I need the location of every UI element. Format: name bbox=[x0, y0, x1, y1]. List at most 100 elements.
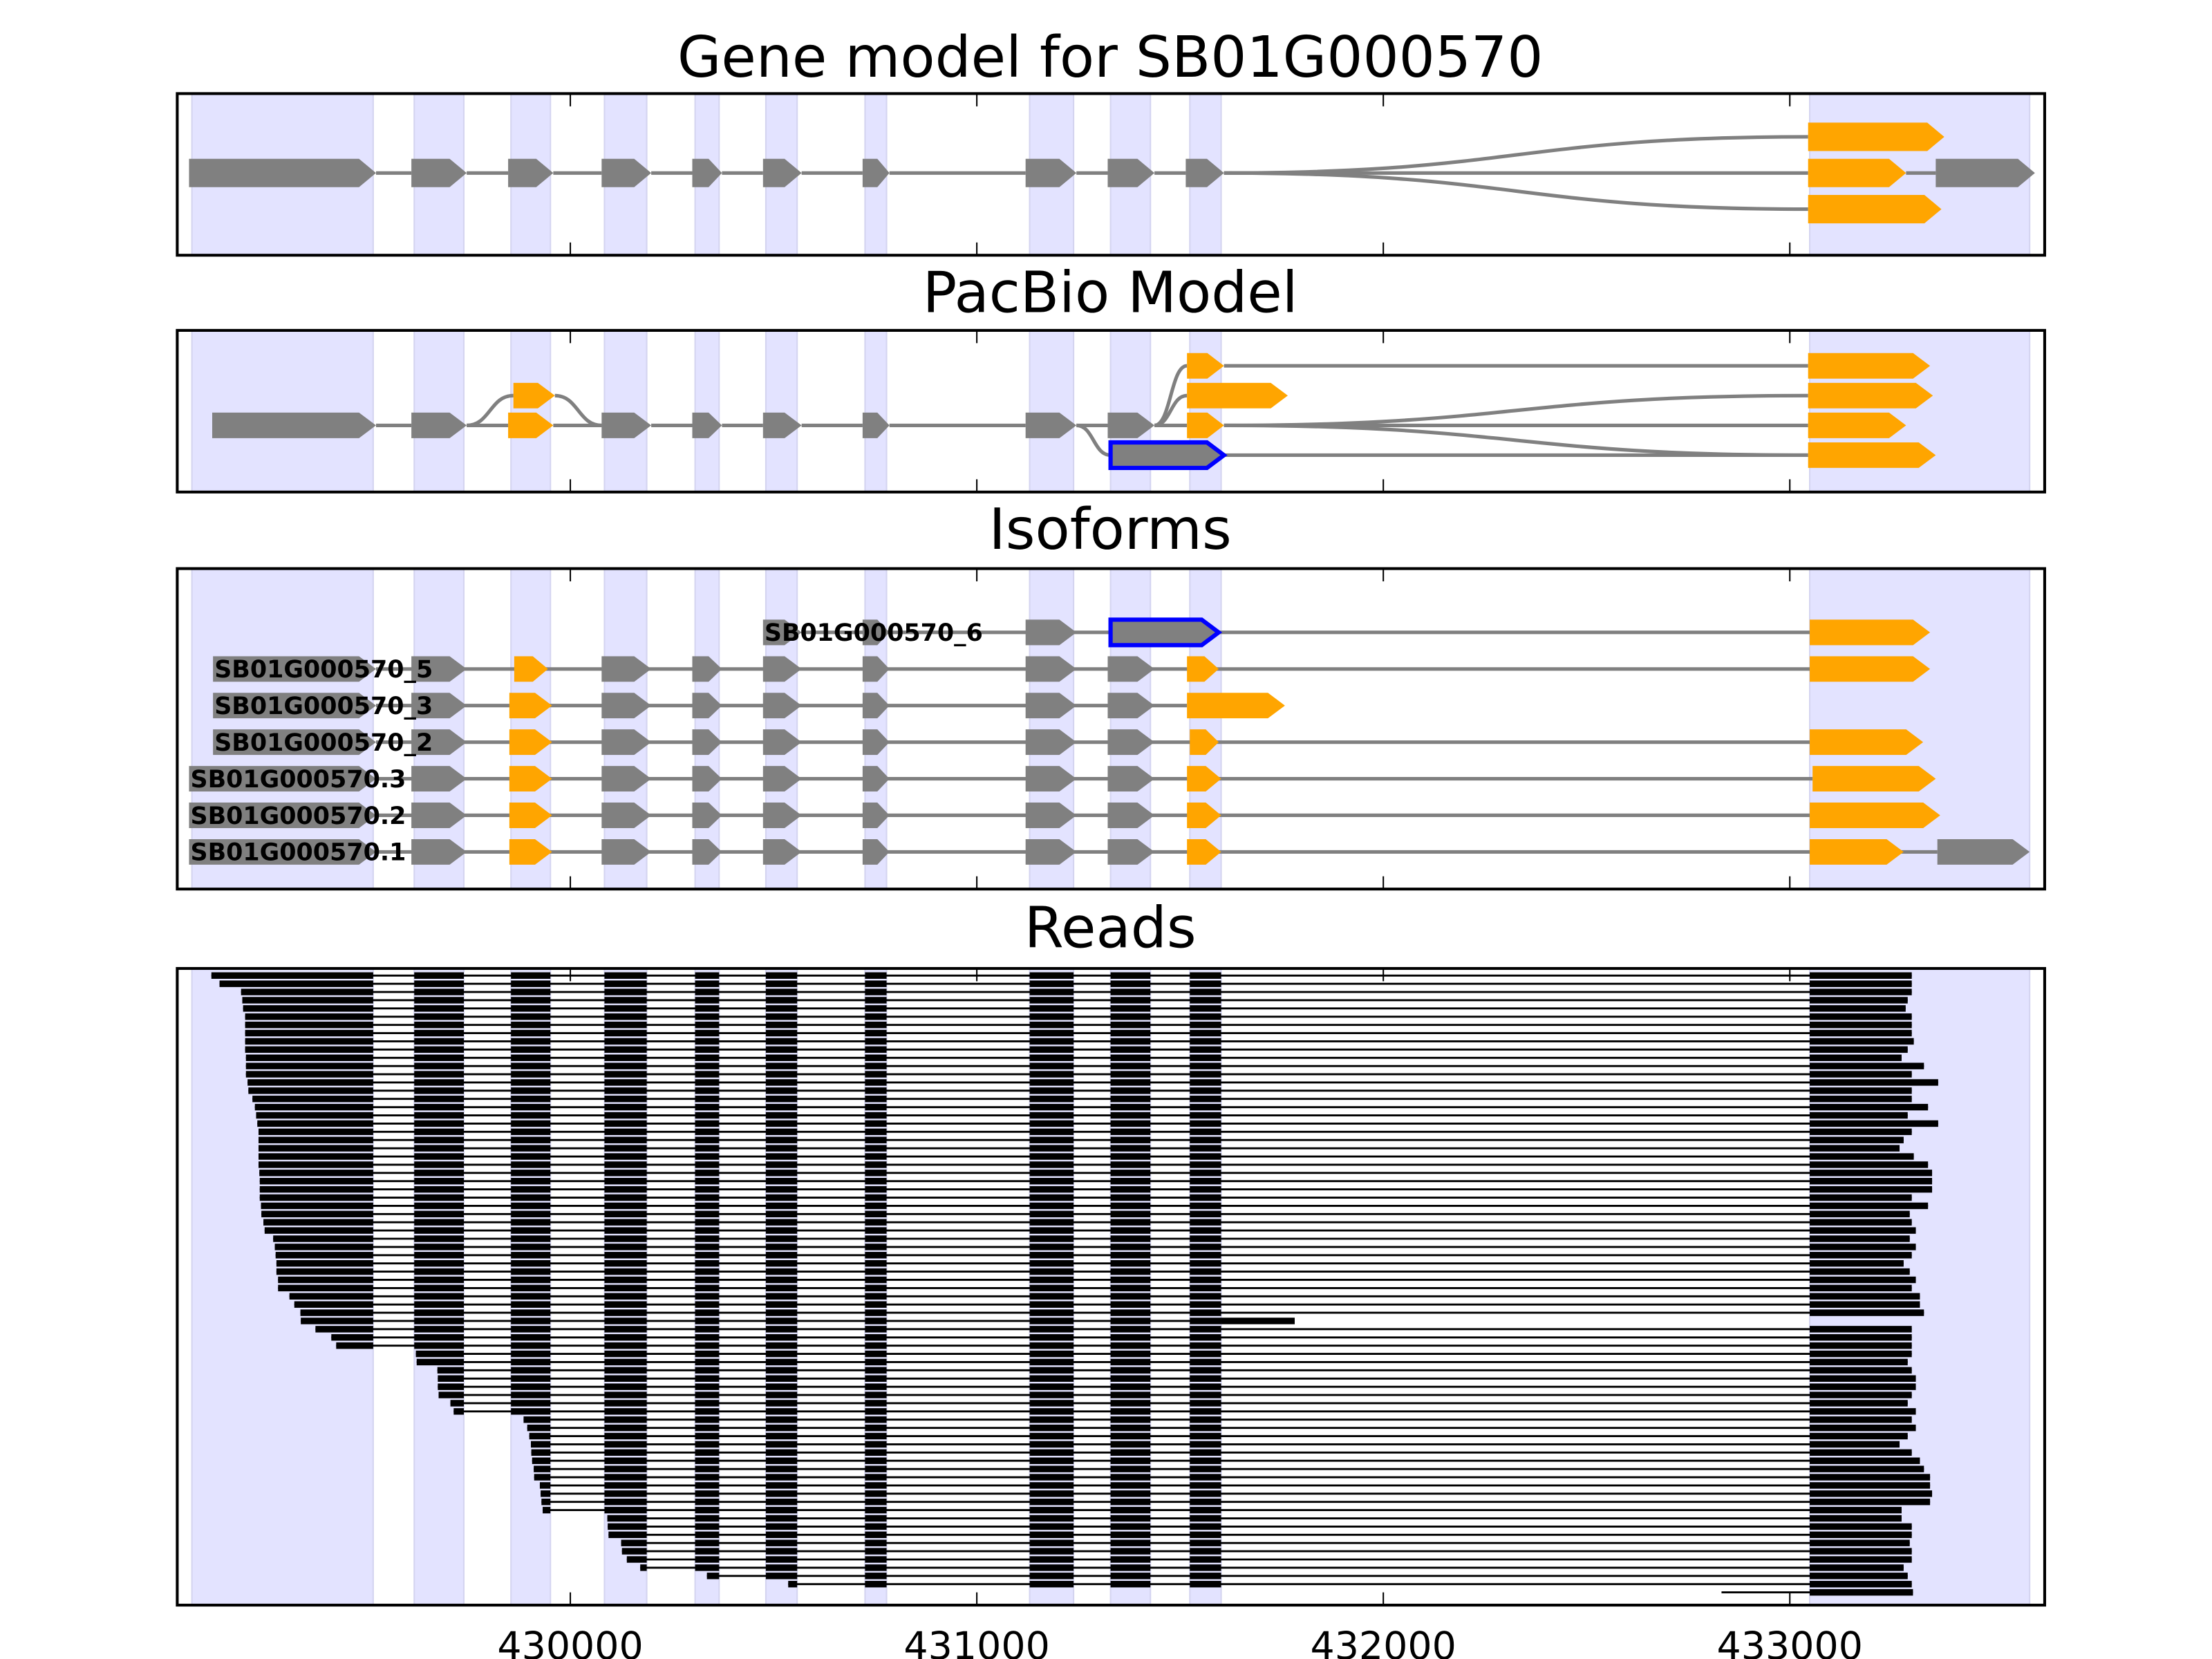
read-block bbox=[865, 1029, 887, 1037]
exon bbox=[411, 158, 467, 187]
read-block bbox=[765, 1400, 798, 1407]
read-block bbox=[511, 1054, 551, 1061]
read-block bbox=[1810, 1342, 1912, 1349]
read-block bbox=[1110, 1449, 1151, 1456]
read-block bbox=[695, 1170, 720, 1177]
read-block bbox=[1029, 1210, 1074, 1218]
read-block bbox=[865, 1046, 887, 1053]
read-block bbox=[765, 1244, 798, 1250]
read-block bbox=[1110, 1318, 1151, 1324]
read-block bbox=[765, 1259, 798, 1267]
read-block bbox=[1190, 1038, 1221, 1045]
intron-connector bbox=[1224, 135, 1808, 175]
read-block bbox=[695, 1161, 720, 1168]
read-block bbox=[1810, 1046, 1908, 1053]
read-block bbox=[1810, 1153, 1914, 1160]
read-block bbox=[865, 1416, 887, 1423]
read-block bbox=[414, 1029, 464, 1037]
read-block bbox=[1810, 1038, 1914, 1045]
read-block bbox=[604, 1244, 647, 1250]
read-block bbox=[865, 1276, 887, 1284]
read-block bbox=[604, 1120, 647, 1127]
read-block bbox=[1029, 1580, 1074, 1588]
read-block bbox=[1110, 1268, 1151, 1275]
read-block bbox=[1110, 1391, 1151, 1398]
read-block bbox=[1110, 1194, 1151, 1201]
read-block bbox=[1810, 1506, 1902, 1514]
read-block bbox=[604, 1506, 647, 1514]
read bbox=[416, 1358, 1908, 1366]
read-block bbox=[765, 1293, 798, 1300]
read-block bbox=[1029, 1293, 1074, 1300]
exon bbox=[862, 729, 890, 756]
read bbox=[289, 1293, 1920, 1300]
read-block bbox=[1810, 1268, 1910, 1275]
read-block bbox=[604, 1178, 647, 1185]
read-block bbox=[1029, 1103, 1074, 1111]
alt-exon bbox=[1187, 412, 1224, 438]
read-block bbox=[259, 1185, 373, 1193]
read-block bbox=[695, 1136, 720, 1143]
read-block bbox=[1029, 1301, 1074, 1308]
read bbox=[415, 1350, 1912, 1358]
read-block bbox=[604, 1342, 647, 1349]
read-block bbox=[245, 1013, 373, 1020]
read-block bbox=[865, 1185, 887, 1193]
read-block bbox=[865, 1556, 887, 1563]
read-block bbox=[604, 1432, 647, 1440]
read-block bbox=[511, 1268, 551, 1275]
read-block bbox=[511, 1046, 551, 1053]
read-block bbox=[1810, 1112, 1908, 1119]
read-block bbox=[414, 1293, 464, 1300]
read bbox=[278, 1284, 1912, 1292]
read-block bbox=[1190, 1062, 1221, 1069]
read-block bbox=[706, 1573, 720, 1580]
read bbox=[626, 1556, 1912, 1563]
read-block bbox=[765, 1210, 798, 1218]
read-block bbox=[1810, 1573, 1908, 1580]
read-block bbox=[765, 1416, 798, 1423]
read-block bbox=[1029, 1087, 1074, 1094]
read-block bbox=[1110, 1457, 1151, 1464]
read-block bbox=[414, 1005, 464, 1012]
exon bbox=[762, 838, 802, 865]
read-block bbox=[865, 1153, 887, 1160]
read bbox=[541, 1490, 1933, 1497]
read-block bbox=[604, 980, 647, 987]
read-block bbox=[695, 1334, 720, 1341]
read bbox=[534, 1474, 1931, 1481]
read-block bbox=[1110, 1416, 1151, 1423]
read-block bbox=[604, 1383, 647, 1390]
read-block bbox=[414, 1021, 464, 1029]
isoform-row: SB01G000570_5 bbox=[213, 656, 1931, 684]
read bbox=[640, 1564, 1904, 1571]
read-block bbox=[865, 1227, 887, 1234]
read-block bbox=[1810, 1588, 1913, 1596]
read-block bbox=[765, 1021, 798, 1029]
read-block bbox=[414, 1128, 464, 1136]
read-block bbox=[1110, 1096, 1151, 1103]
exon bbox=[1025, 412, 1077, 438]
read bbox=[438, 1391, 1912, 1398]
read-block bbox=[865, 997, 887, 1004]
read-block bbox=[865, 980, 887, 987]
read-block bbox=[604, 1318, 647, 1324]
read-block bbox=[1190, 1021, 1221, 1029]
alt-exon bbox=[513, 382, 555, 409]
read-block bbox=[604, 1457, 647, 1464]
read-block bbox=[865, 1252, 887, 1259]
read-block bbox=[1190, 997, 1221, 1004]
exon bbox=[1107, 412, 1155, 438]
read-block bbox=[765, 1449, 798, 1456]
alt-exon bbox=[1187, 693, 1285, 719]
read-block bbox=[695, 1309, 720, 1316]
read-block bbox=[695, 1383, 720, 1390]
read-block bbox=[414, 1342, 464, 1349]
read-block bbox=[604, 1408, 647, 1415]
read-block bbox=[414, 980, 464, 987]
exon bbox=[862, 412, 890, 438]
read-block bbox=[259, 1153, 373, 1160]
read-block bbox=[1110, 988, 1151, 995]
exon bbox=[1025, 766, 1077, 792]
read-block bbox=[511, 1112, 551, 1119]
